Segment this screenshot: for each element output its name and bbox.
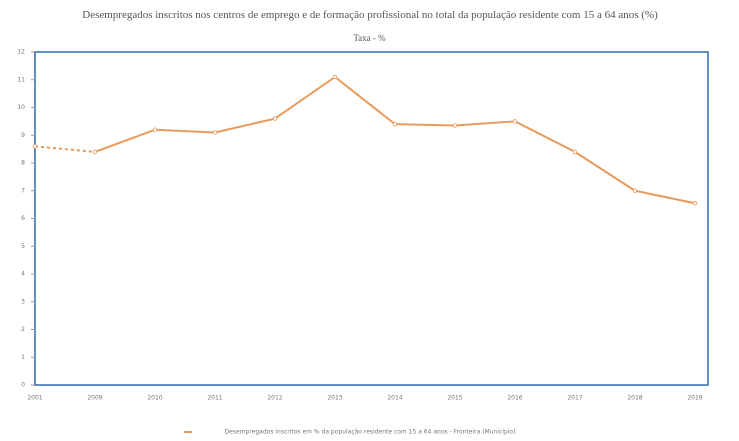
x-tick-label: 2001 (27, 395, 42, 402)
x-tick-label: 2009 (87, 395, 102, 402)
y-tick-label: 12 (17, 49, 25, 56)
point (452, 123, 458, 128)
y-tick-label: 6 (21, 215, 25, 222)
point (92, 149, 98, 155)
x-tick-label: 2011 (207, 395, 222, 402)
y-tick-label: 7 (21, 187, 25, 194)
line-segment-dashed (34, 145, 96, 153)
y-tick-label: 2 (21, 326, 25, 333)
x-tick-label: 2013 (327, 395, 342, 402)
chart-title: Desempregados inscritos nos centros de e… (82, 9, 658, 21)
point (392, 121, 398, 127)
x-tick-label: 2015 (447, 395, 462, 402)
y-tick-label: 11 (17, 76, 25, 83)
y-tick-label: 4 (21, 271, 25, 278)
y-tick-label: 5 (21, 243, 25, 250)
legend-label: Desempregados inscritos em % da populaçã… (225, 429, 516, 436)
point (572, 149, 578, 155)
point (272, 116, 278, 121)
point (32, 144, 38, 149)
line (94, 75, 696, 205)
point (152, 127, 158, 132)
x-tick-label: 2014 (387, 395, 402, 402)
x-tick-label: 2016 (507, 395, 522, 402)
y-tick-label: 10 (17, 104, 25, 111)
point (692, 201, 698, 206)
chart-subtitle: Taxa - % (353, 33, 386, 43)
x-tick-label: 2012 (267, 395, 282, 402)
x-tick-label: 2018 (627, 395, 642, 402)
y-tick-label: 0 (21, 382, 25, 389)
plot-border (34, 51, 709, 386)
x-tick-label: 2010 (147, 395, 162, 402)
x-tick-label: 2019 (687, 395, 702, 402)
y-tick-label: 1 (21, 354, 25, 361)
point (212, 130, 218, 135)
y-tick-label: 9 (21, 132, 25, 139)
y-tick-label: 8 (21, 160, 25, 167)
point (632, 188, 638, 193)
y-tick-label: 3 (21, 298, 25, 305)
point (512, 119, 518, 124)
point (332, 74, 338, 80)
x-tick-label: 2017 (567, 395, 582, 402)
